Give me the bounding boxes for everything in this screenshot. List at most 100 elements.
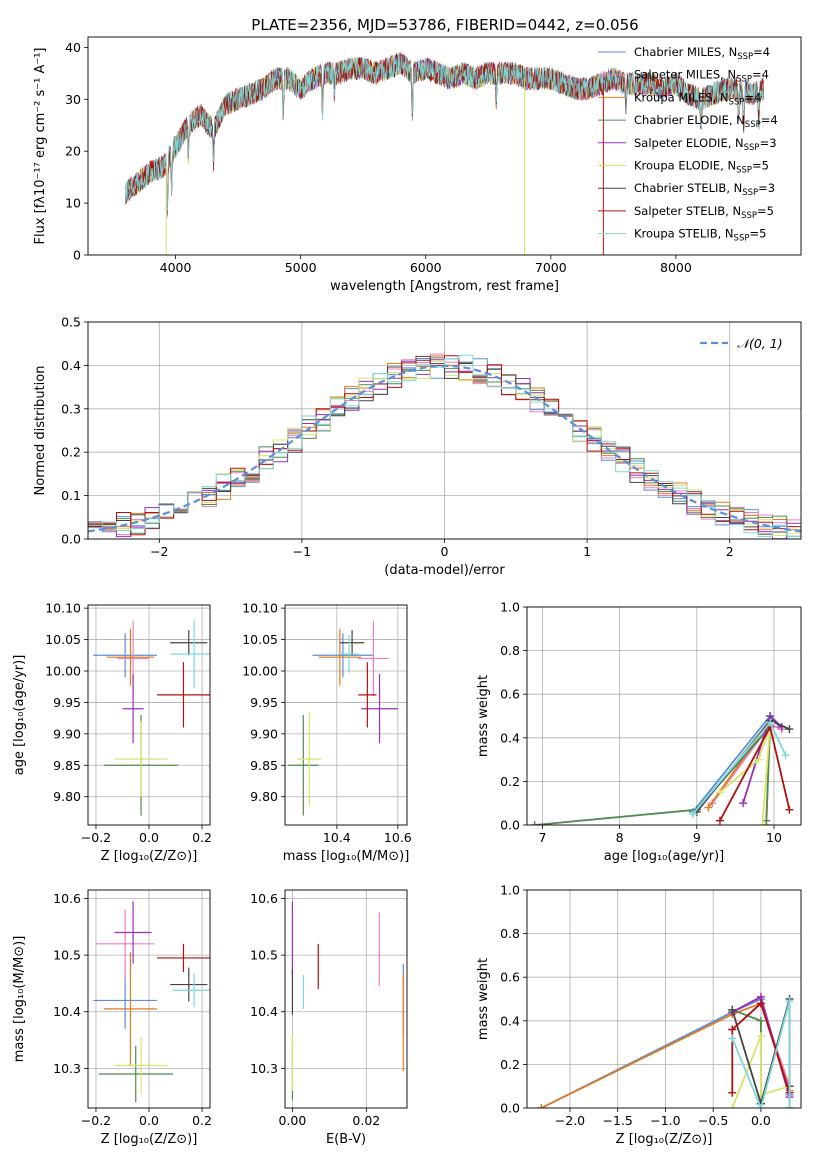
y-tick-label: 0.4: [500, 730, 520, 745]
weight-marker: [785, 805, 794, 814]
mass_vs_Z-points: [93, 901, 210, 1103]
mass_vs_Z-ylabel: mass [log₁₀(M/M⊙)]: [12, 936, 27, 1063]
errorbar-point: [114, 901, 152, 964]
legend-entry: Kroupa MILES, NSSP=4: [634, 90, 761, 107]
spectrum-lines: [125, 52, 764, 255]
mass_vs_ebv-xlabel: E(B-V): [326, 1132, 366, 1147]
y-tick-label: 0.8: [500, 926, 520, 941]
x-tick-label: 6000: [410, 260, 442, 275]
y-tick-label: 9.80: [250, 789, 278, 804]
errorbar-point: [106, 628, 155, 686]
errorbar-point: [114, 1037, 168, 1094]
weight-series: [731, 1001, 791, 1093]
weight-marker: [785, 997, 794, 1006]
weight_vs_age-axes: 7 8 9 10 0.0 0.2 0.4 0.6 0.8 1.0: [500, 600, 801, 845]
age_vs_mass-axes: 10.4 10.6 9.80 9.85 9.90 9.95 10.00 10.05 10.10: [242, 601, 412, 845]
weight_vs_Z-ylabel: mass weight: [476, 958, 491, 1040]
y-tick-label: 0.4: [500, 1013, 520, 1028]
weight-marker: [756, 1104, 765, 1108]
legend-entry: Chabrier MILES, NSSP=4: [634, 45, 770, 62]
errorbar-point: [170, 967, 208, 1002]
legend-entry: Chabrier STELIB, NSSP=3: [634, 181, 775, 198]
errorbar-point: [98, 1045, 173, 1103]
mass_vs_Z-frame: [87, 889, 211, 1109]
y-tick-label: 1.0: [500, 600, 520, 615]
x-tick-label: 10.6: [384, 830, 412, 845]
age_vs_mass-xlabel: mass [log₁₀(M/M⊙)]: [283, 849, 410, 864]
weight-marker: [766, 718, 775, 727]
errorbar-point: [156, 943, 210, 973]
weight-marker: [739, 799, 748, 808]
mass_vs_ebv-frame: [284, 889, 408, 1109]
weight-marker: [715, 816, 724, 825]
legend-entry: Kroupa ELODIE, NSSP=5: [634, 159, 769, 176]
weight-marker: [756, 999, 765, 1008]
y-tick-label: 0.5: [61, 315, 81, 330]
mass_vs_ebv-axes: 0.00 0.02 10.3 10.4 10.5 10.6: [250, 890, 407, 1128]
x-tick-label: 7: [538, 830, 546, 845]
age_vs_Z-ylabel: age [log₁₀(age/yr)]: [12, 655, 27, 776]
y-tick-label: 10.00: [242, 664, 278, 679]
x-tick-label: 10.4: [323, 830, 351, 845]
errorbar-point: [122, 674, 144, 744]
y-tick-label: 0.3: [61, 401, 81, 416]
age_vs_mass-frame: [284, 604, 408, 826]
weight-marker: [728, 1025, 737, 1034]
x-tick-label: −0.2: [81, 830, 111, 845]
y-tick-label: 0.6: [500, 970, 520, 985]
x-tick-label: −1: [293, 544, 311, 559]
spectrum-model-7: [125, 52, 764, 205]
x-tick-label: 0.0: [751, 1113, 771, 1128]
age_vs_Z-points: [93, 619, 210, 816]
x-tick-label: 0.02: [352, 1113, 380, 1128]
errorbar-point: [95, 909, 155, 978]
weight-marker: [781, 751, 790, 760]
x-tick-label: 8: [616, 830, 624, 845]
normal-legend-label: 𝒩(0, 1): [737, 336, 783, 351]
x-tick-label: −2.0: [555, 1113, 585, 1128]
figure-title: PLATE=2356, MJD=53786, FIBERID=0442, z=0…: [251, 16, 638, 34]
x-tick-label: 0.2: [192, 830, 212, 845]
y-tick-label: 10.4: [250, 1004, 278, 1019]
spectrum-model-8: [125, 52, 764, 211]
y-tick-label: 20: [65, 144, 81, 159]
x-tick-label: 10: [766, 830, 782, 845]
errorbar-point: [103, 952, 157, 1066]
errorbar-point: [297, 711, 322, 807]
y-tick-label: 9.90: [53, 726, 81, 741]
y-tick-label: 9.90: [250, 726, 278, 741]
residual_hist-xlabel: (data-model)/error: [384, 563, 505, 578]
y-tick-label: 10.05: [242, 632, 278, 647]
y-tick-label: 0.6: [500, 687, 520, 702]
weight-marker: [785, 1104, 794, 1108]
mass_vs_Z-xlabel: Z [log₁₀(Z/Z⊙)]: [101, 1132, 198, 1147]
weight_vs_age-lines: [530, 712, 794, 825]
x-tick-label: −2: [150, 544, 168, 559]
spectrum-frame: [87, 36, 802, 256]
weight-marker: [758, 821, 767, 825]
weight-marker: [715, 788, 724, 797]
y-tick-label: 9.95: [53, 695, 81, 710]
weight-marker: [785, 725, 794, 734]
spectrum-axes: 4000 5000 6000 7000 8000 0 10 20 30 40: [65, 40, 692, 275]
weight-marker: [688, 810, 697, 819]
weight-series: [534, 724, 772, 825]
errorbar-point: [172, 973, 210, 1008]
errorbar-point: [358, 620, 389, 697]
legend-entry: Salpeter STELIB, NSSP=5: [634, 204, 774, 221]
x-tick-label: 0.2: [192, 1113, 212, 1128]
spectrum-legend: Chabrier MILES, NSSP=4 Salpeter MILES, NS…: [598, 45, 778, 244]
age_vs_Z-xlabel: Z [log₁₀(Z/Z⊙)]: [101, 849, 198, 864]
y-tick-label: 10.4: [53, 1004, 81, 1019]
y-tick-label: 10.6: [53, 891, 81, 906]
errorbar-point: [312, 633, 374, 678]
y-tick-label: 10.3: [250, 1061, 278, 1076]
x-tick-label: 0.00: [278, 1113, 306, 1128]
y-tick-label: 10.10: [45, 601, 81, 616]
y-tick-label: 9.85: [250, 758, 278, 773]
legend-entry: Kroupa STELIB, NSSP=5: [634, 227, 766, 244]
residual_hist-axes: −2 −1 0 1 2 0.0 0.1 0.2 0.3 0.4 0.5: [61, 315, 801, 559]
weight-marker: [728, 1104, 737, 1108]
x-tick-label: 0: [441, 544, 449, 559]
y-tick-label: 30: [65, 92, 81, 107]
